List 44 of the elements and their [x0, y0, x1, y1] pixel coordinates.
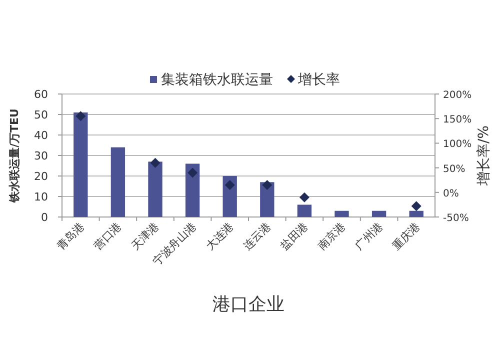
y-tick-label: 60	[34, 88, 48, 101]
point	[224, 180, 235, 190]
bar	[297, 204, 312, 217]
y-tick-label: 40	[34, 129, 48, 142]
x-tick-label: 重庆港	[390, 220, 422, 252]
bar	[222, 176, 237, 217]
bar	[334, 210, 349, 217]
point	[299, 192, 310, 202]
x-tick-label: 营口港	[92, 220, 124, 252]
y-tick-label: 10	[34, 190, 48, 204]
y2-tick-label: 50%	[443, 164, 466, 175]
legend-label: 增长率	[297, 72, 340, 88]
x-tick-label: 青岛港	[54, 220, 87, 252]
y-tick-label: 30	[34, 150, 48, 162]
x-tick-label: 南京港	[315, 220, 348, 252]
y-tick-label: 20	[34, 170, 48, 183]
y2-axis-title: 增长率/%	[476, 125, 492, 187]
y2-tick-label: 150%	[443, 114, 472, 126]
y2-tick-label: 0%	[443, 188, 459, 200]
x-tick-label: 广州港	[352, 220, 386, 252]
point	[411, 201, 422, 212]
y-axis-title: 铁水联运量/万TEU	[8, 108, 21, 204]
x-tick-label: 天津港	[128, 220, 162, 252]
y-tick-label: 50	[34, 108, 48, 122]
y2-tick-label: 100%	[443, 139, 472, 150]
y2-tick-label: 200%	[443, 90, 472, 101]
bar	[409, 210, 424, 217]
point	[150, 158, 160, 168]
point	[188, 168, 198, 178]
bar	[185, 164, 200, 217]
bar	[260, 182, 274, 217]
x-axis-title: 港口企业	[212, 294, 284, 315]
legend-label: 集装箱铁水联运量	[161, 72, 273, 88]
bar	[372, 210, 386, 217]
x-tick-label: 大连港	[203, 220, 236, 252]
x-tick-label: 连云港	[240, 220, 274, 252]
point	[262, 180, 272, 190]
bar	[148, 162, 162, 217]
y-tick-label: 0	[41, 211, 48, 224]
bar	[110, 147, 126, 217]
y2-tick-label: -50%	[443, 213, 469, 224]
bar	[74, 112, 88, 217]
point	[76, 111, 86, 122]
x-tick-label: 盐田港	[278, 220, 311, 252]
